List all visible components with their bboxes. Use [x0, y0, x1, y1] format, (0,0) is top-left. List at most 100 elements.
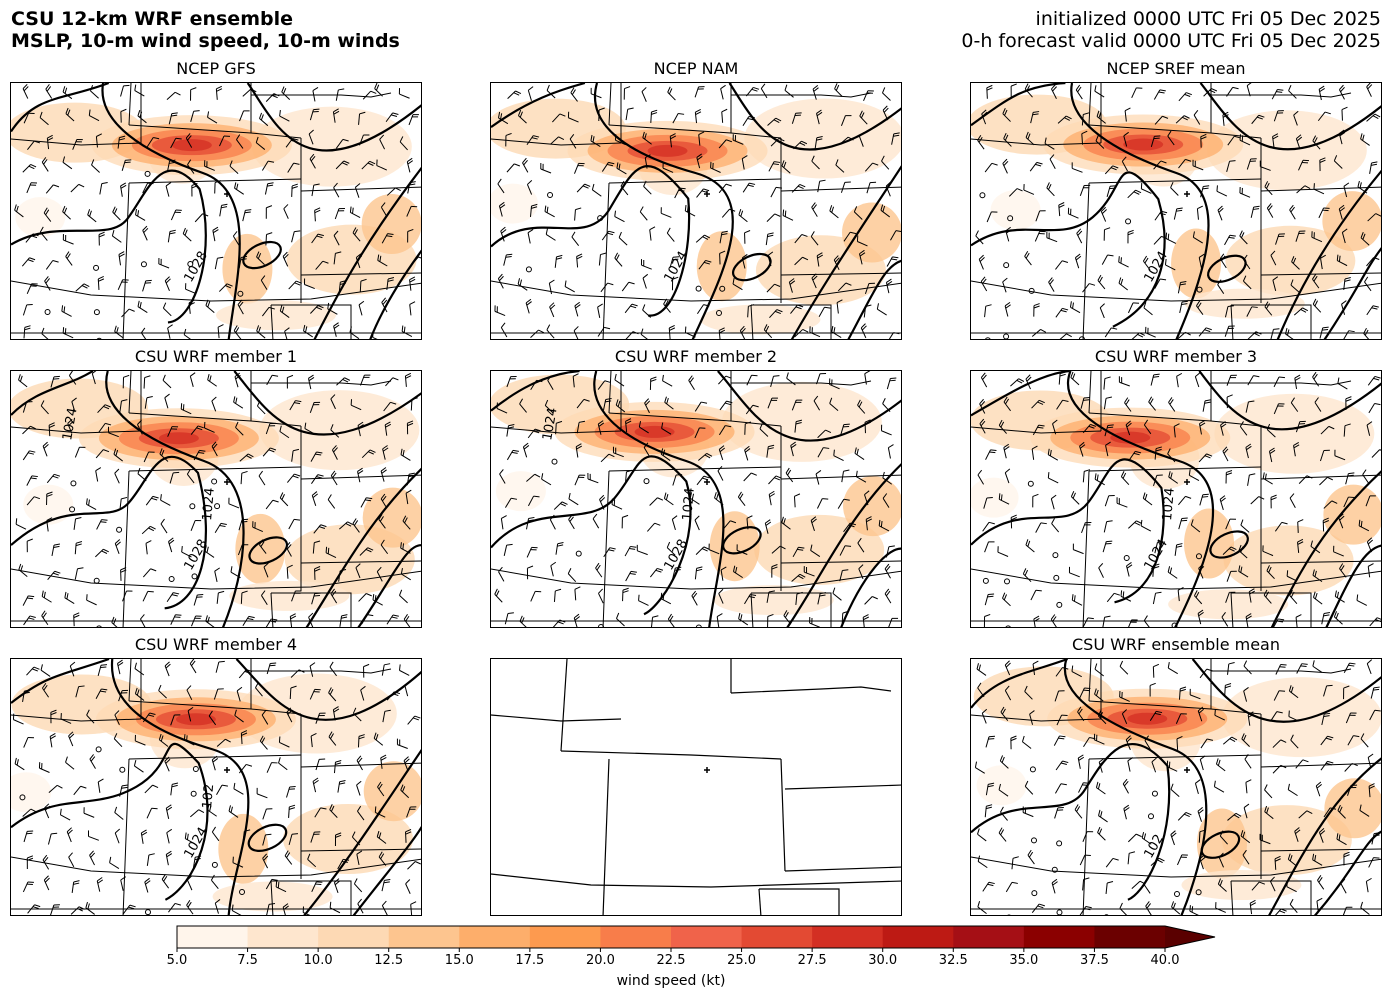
wind-barb [1347, 735, 1360, 746]
wind-barb [1119, 690, 1130, 702]
wind-barb [265, 499, 279, 510]
wind-barb [614, 252, 623, 267]
wind-barb [600, 282, 614, 293]
wind-barb [75, 283, 90, 292]
isobar-label: 1028 [181, 537, 211, 573]
wind-barb [1051, 518, 1060, 533]
wind-barb [1151, 757, 1157, 773]
wind-barb [791, 573, 806, 582]
wind-barb [661, 422, 672, 435]
wind-barb [164, 756, 171, 772]
wind-barb [887, 444, 894, 459]
wind-barb [1097, 826, 1106, 841]
wind-barb [18, 563, 28, 578]
wind-barb [1100, 206, 1107, 222]
wind-barb [853, 206, 863, 220]
wind-barb [1367, 563, 1374, 578]
wind-barb [165, 804, 173, 819]
wind-barb [1319, 449, 1330, 462]
wind-barb [856, 235, 868, 247]
panel-title-sref: NCEP SREF mean [1106, 59, 1246, 78]
wind-barb [1343, 851, 1350, 866]
calm-wind-marker [979, 192, 986, 199]
isobar [491, 83, 586, 128]
wind-barb [398, 88, 410, 99]
wind-barb [1192, 231, 1203, 244]
wind-barb [1344, 762, 1358, 772]
wind-barb [622, 587, 629, 602]
wind-barb [406, 420, 414, 435]
calm-wind-marker [239, 888, 246, 895]
wind-barb [143, 451, 155, 463]
wind-barb [1197, 609, 1204, 625]
wind-barb [1178, 92, 1192, 102]
wind-barb [1199, 420, 1206, 435]
calm-wind-marker [214, 503, 221, 510]
wind-barb [597, 303, 603, 318]
wind-barb [718, 445, 726, 461]
wind-barb [170, 614, 182, 625]
wind-barb [360, 374, 371, 386]
wind-barb [42, 441, 49, 457]
wind-barb [265, 93, 280, 102]
wind-barb [638, 421, 649, 434]
wind-barb [812, 85, 819, 100]
wind-barb [1054, 807, 1064, 819]
wind-barb [239, 110, 250, 122]
wind-barb [1032, 424, 1045, 436]
wind-barb [40, 664, 51, 677]
wind-barb [810, 516, 817, 532]
isobar [357, 544, 421, 627]
wind-barb [45, 184, 60, 194]
wind-barb [73, 517, 82, 530]
wind-barb [352, 518, 360, 533]
wind-barb [1198, 327, 1212, 337]
wind-barb [529, 203, 538, 217]
wind-barb [644, 398, 651, 414]
wind-barb [527, 495, 540, 507]
wind-barb [979, 418, 986, 434]
wind-barb [385, 112, 399, 123]
wind-barb [333, 760, 342, 774]
wind-speed-area [361, 194, 421, 254]
wind-barb [1095, 781, 1106, 795]
wind-barb [335, 138, 349, 149]
wind-barb [1054, 690, 1065, 702]
wind-barb [998, 783, 1009, 797]
wind-barb [829, 397, 839, 412]
wind-barb [1345, 712, 1357, 724]
wind-barb [1176, 331, 1191, 339]
wind-barb [977, 901, 987, 915]
calm-wind-marker [1056, 601, 1063, 608]
colorbar-segment [247, 926, 319, 948]
wind-barb [1285, 328, 1294, 339]
wind-barb [26, 475, 38, 486]
wind-barb [882, 493, 890, 508]
wind-barb [235, 421, 244, 436]
wind-barb [1154, 278, 1167, 289]
wind-barb [1293, 307, 1309, 316]
wind-barb [349, 326, 360, 339]
isobar [1063, 659, 1208, 915]
wind-barb [399, 136, 408, 151]
wind-barb [14, 757, 25, 771]
wind-barb [803, 566, 815, 577]
wind-barb [616, 162, 627, 175]
wind-barb [312, 777, 319, 793]
wind-barb [781, 160, 791, 174]
wind-barb [791, 112, 802, 124]
wind-barb [286, 786, 296, 798]
wind-barb [1194, 372, 1201, 388]
wind-barb [266, 662, 277, 675]
wind-barb [288, 280, 302, 290]
panel-title-member-1: CSU WRF member 1 [134, 347, 298, 366]
wind-barb [379, 134, 386, 150]
wind-barb [882, 471, 893, 485]
wind-barb [1339, 563, 1347, 578]
wind-barb [550, 561, 557, 577]
wind-barb [278, 757, 288, 771]
wind-speed-maximum [171, 139, 212, 152]
wind-barb [1055, 760, 1069, 771]
wind-barb [1075, 84, 1083, 100]
wind-barb [283, 204, 289, 219]
